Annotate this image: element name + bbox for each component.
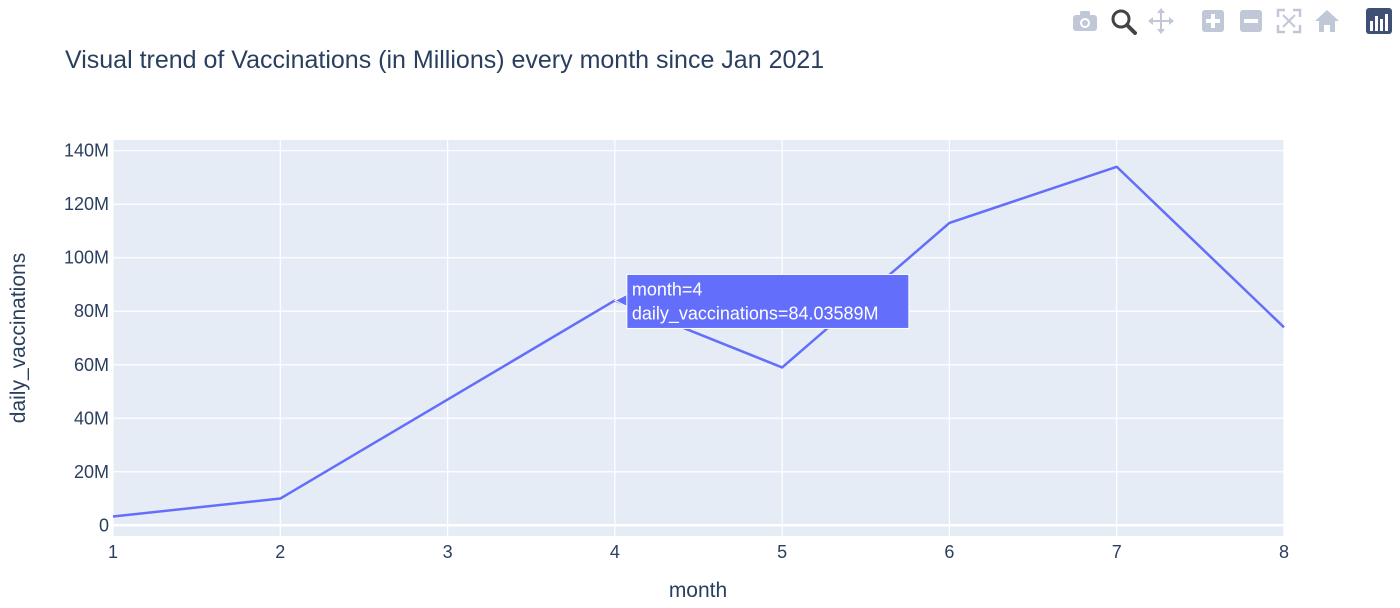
y-tick-label: 60M [74, 355, 109, 375]
reset-axes-button[interactable] [1312, 6, 1342, 36]
pan-button[interactable] [1146, 6, 1176, 36]
series-line[interactable] [112, 165, 1285, 518]
plot-area[interactable] [113, 140, 1284, 536]
zoom-icon [1111, 9, 1137, 35]
data-point[interactable] [1281, 324, 1287, 330]
y-tick-label: 120M [64, 194, 109, 214]
y-tick-label: 0 [99, 515, 109, 535]
data-point[interactable] [1114, 164, 1120, 170]
autoscale-icon [1276, 8, 1302, 34]
data-point[interactable] [110, 513, 116, 519]
pan-icon [1148, 8, 1174, 34]
zoom-out-button[interactable] [1236, 6, 1266, 36]
x-axis-ticks: 1 2 3 4 5 6 7 8 [108, 542, 1289, 562]
hover-tooltip: month=4 daily_vaccinations=84.03589M [613, 273, 910, 329]
x-tick-label: 8 [1279, 542, 1289, 562]
data-point[interactable] [445, 397, 451, 403]
zoom-out-icon [1240, 10, 1262, 32]
x-tick-label: 4 [610, 542, 620, 562]
zoom-button[interactable] [1108, 6, 1138, 36]
zoom-in-icon [1202, 10, 1224, 32]
reset-axes-icon [1315, 10, 1339, 32]
y-axis-ticks: 0 20M 40M 60M 80M 100M 120M 140M [64, 141, 109, 536]
series-layer [110, 164, 1287, 519]
y-tick-label: 20M [74, 462, 109, 482]
camera-icon [1073, 11, 1097, 31]
x-tick-label: 1 [108, 542, 118, 562]
y-axis-title: daily_vaccinations [7, 253, 30, 423]
autoscale-button[interactable] [1274, 6, 1304, 36]
gridlines [112, 140, 1285, 536]
data-point[interactable] [277, 496, 283, 502]
plotly-logo-button[interactable] [1364, 6, 1394, 36]
y-tick-label: 80M [74, 301, 109, 321]
data-point[interactable] [779, 364, 785, 370]
x-tick-label: 5 [777, 542, 787, 562]
plotly-logo-icon [1366, 8, 1392, 34]
modebar [1062, 6, 1394, 36]
zoom-in-button[interactable] [1198, 6, 1228, 36]
camera-button[interactable] [1070, 6, 1100, 36]
tooltip-line: daily_vaccinations=84.03589M [632, 303, 879, 324]
x-tick-label: 7 [1112, 542, 1122, 562]
y-tick-label: 40M [74, 408, 109, 428]
y-tick-label: 140M [64, 141, 109, 161]
x-tick-label: 2 [275, 542, 285, 562]
tooltip-box [626, 273, 910, 329]
x-tick-label: 6 [944, 542, 954, 562]
data-point[interactable] [946, 220, 952, 226]
x-axis-title: month [669, 579, 727, 602]
x-tick-label: 3 [443, 542, 453, 562]
chart-title: Visual trend of Vaccinations (in Million… [65, 46, 824, 74]
y-tick-label: 100M [64, 248, 109, 268]
tooltip-line: month=4 [632, 279, 703, 299]
